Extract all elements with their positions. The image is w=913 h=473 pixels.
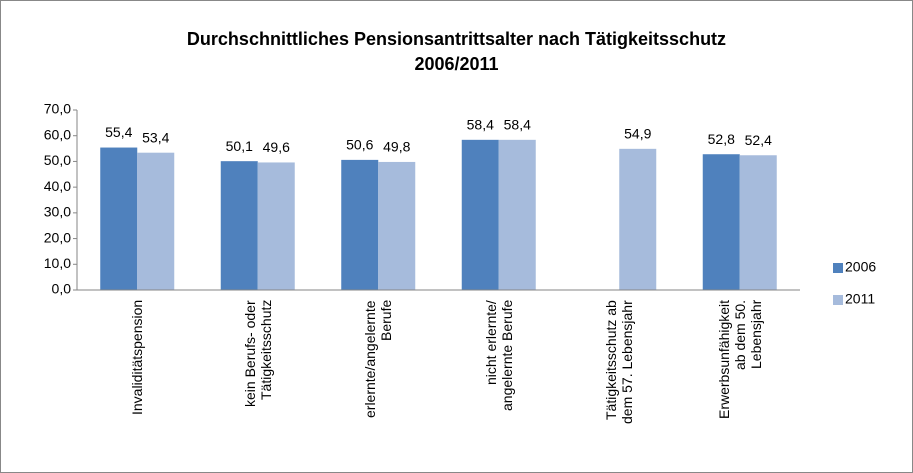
y-tick-label: 50,0 (44, 152, 71, 168)
y-tick-label: 20,0 (44, 229, 71, 245)
chart-title: Durchschnittliches Pensionsantrittsalter… (186, 29, 727, 74)
y-tick-label: 10,0 (44, 255, 71, 271)
legend-label: 2011 (845, 291, 875, 307)
y-tick-label: 30,0 (44, 204, 71, 220)
bar (461, 139, 499, 290)
legend-marker (833, 295, 843, 305)
y-tick-label: 0,0 (52, 281, 72, 297)
bar (378, 161, 416, 290)
legend-marker (833, 263, 843, 273)
value-label: 49,8 (383, 139, 410, 155)
y-tick-label: 70,0 (44, 101, 71, 117)
value-label: 50,1 (226, 138, 253, 154)
bar (702, 154, 740, 290)
value-label: 53,4 (142, 129, 169, 145)
y-tick-label: 40,0 (44, 178, 71, 194)
x-tick-label: Invaliditätspension (129, 300, 146, 416)
value-label: 54,9 (624, 126, 651, 142)
value-label: 55,4 (105, 124, 132, 140)
bar (619, 148, 657, 290)
x-tick-label: Erwerbsunfähigkeit ab dem 50. Lebensjahr (715, 300, 764, 420)
bar (100, 147, 138, 290)
legend-label: 2006 (845, 259, 876, 275)
x-tick-label: Tätigkeitsschutz ab dem 57. Lebensjahr (603, 300, 636, 424)
value-label: 58,4 (504, 117, 531, 133)
bar (739, 155, 777, 290)
value-label: 52,8 (708, 131, 735, 147)
x-tick-label: kein Berufs- oder Tätigkeitsschutz (241, 300, 274, 407)
bar (498, 139, 536, 290)
value-label: 49,6 (263, 139, 290, 155)
y-tick-label: 60,0 (44, 126, 71, 142)
bar (137, 152, 175, 290)
x-tick-label: erlernte/angelernte Berufe (362, 300, 395, 418)
value-label: 50,6 (346, 137, 373, 153)
value-label: 52,4 (745, 132, 772, 148)
x-tick-label: nicht erlernte/ angelernte Berufe (482, 300, 515, 412)
bar (257, 162, 295, 290)
bar (220, 161, 258, 290)
value-label: 58,4 (467, 117, 494, 133)
bar (341, 159, 379, 290)
